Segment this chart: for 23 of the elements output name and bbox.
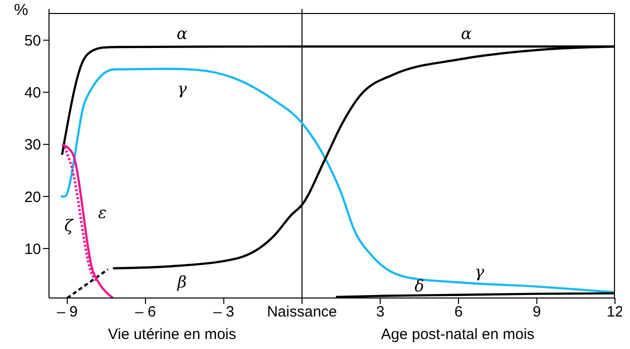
x-tick-label: – 6 <box>135 304 156 321</box>
series-label: ε <box>98 202 107 222</box>
x-tick-label: – 9 <box>56 304 78 321</box>
y-tick-label: 40 <box>24 84 41 102</box>
y-tick-label: 20 <box>24 188 41 206</box>
x-tick-label: – 3 <box>213 304 234 321</box>
series-label: β <box>176 272 187 292</box>
series-label: δ <box>414 276 424 296</box>
text: Vie utérine en mois <box>108 326 236 343</box>
series-label: α <box>460 24 472 44</box>
x-tick-label: Naissance <box>266 304 338 321</box>
y-tick-label: 50 <box>24 32 41 50</box>
x-tick-label: 9 <box>532 304 541 321</box>
text: γ <box>177 78 187 98</box>
y-tick-label: 10 <box>24 240 41 258</box>
series-label: γ <box>474 262 485 282</box>
y-axis-title: % <box>14 2 28 20</box>
y-tick-label: 30 <box>24 136 41 154</box>
text: Age post-natal en mois <box>381 326 534 343</box>
series-label: ζ <box>64 216 74 235</box>
x-tick-label: 3 <box>376 304 384 321</box>
x-tick-label: 6 <box>454 304 463 321</box>
text: α <box>176 24 188 44</box>
